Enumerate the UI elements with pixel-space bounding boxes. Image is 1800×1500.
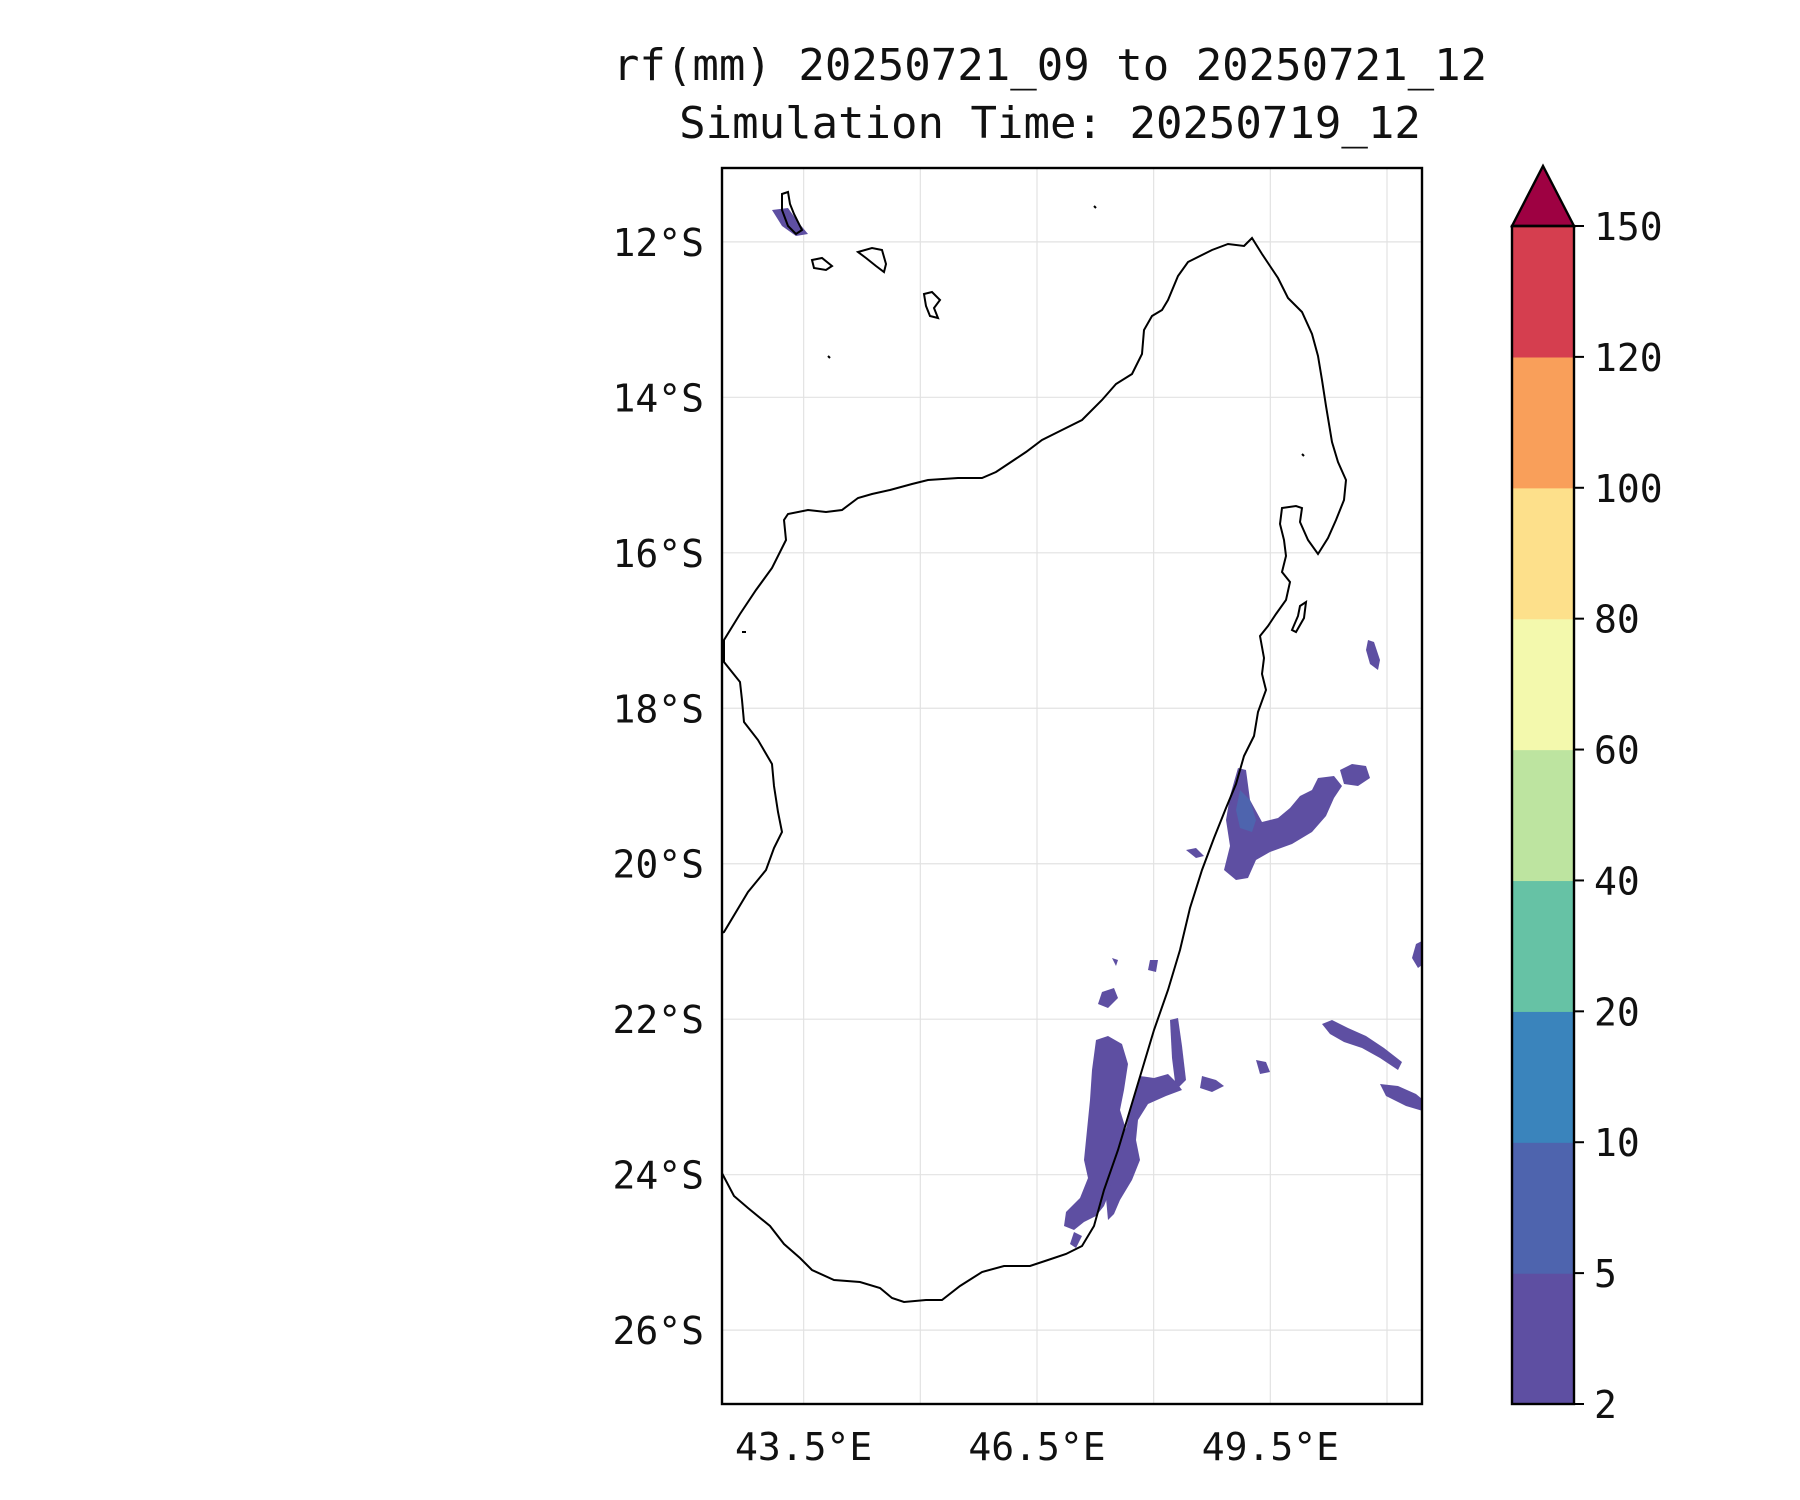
rainfall-area-north	[1366, 640, 1380, 670]
plot-title-line-2: Simulation Time: 20250719_12	[679, 98, 1421, 149]
colorbar-segment	[1512, 1011, 1574, 1143]
coastline-island	[855, 246, 888, 274]
lat-tick-label: 22°S	[612, 998, 704, 1042]
colorbar-tick-label: 120	[1594, 336, 1663, 380]
lat-tick-label: 14°S	[612, 376, 704, 420]
colorbar-tick-label: 100	[1594, 467, 1663, 511]
coastline-island	[810, 256, 834, 272]
rainfall-area-south	[1170, 1018, 1186, 1090]
lon-tick-label: 43.5°E	[735, 1425, 872, 1469]
colorbar-tick-label: 10	[1594, 1121, 1640, 1165]
colorbar-segment	[1512, 880, 1574, 1012]
colorbar-segment	[1512, 226, 1574, 358]
lat-tick-label: 26°S	[612, 1309, 704, 1353]
longitude-axis: 43.5°E 46.5°E 49.5°E	[735, 1425, 1339, 1469]
colorbar-segment	[1512, 1142, 1574, 1274]
colorbar-tick-label: 60	[1594, 729, 1640, 773]
lon-tick-label: 46.5°E	[968, 1425, 1105, 1469]
colorbar-tick-label: 2	[1594, 1383, 1617, 1427]
colorbar-segment	[1512, 1273, 1574, 1405]
coastline-island	[1290, 599, 1308, 634]
lat-tick-label: 12°S	[612, 221, 704, 265]
rainfall-area-southeast-band	[1322, 1020, 1402, 1070]
colorbar-segment	[1512, 356, 1574, 489]
colorbar: 2 5 10 20 40 60 80 100 120 150	[1510, 163, 1663, 1427]
map-gridlines	[722, 168, 1422, 1404]
colorbar-tick-label: 40	[1594, 859, 1640, 903]
colorbar-tick-label: 20	[1594, 990, 1640, 1034]
coastline-island	[922, 290, 942, 320]
rainfall-area-south	[1098, 988, 1118, 1008]
rainfall-area-east-coast	[1224, 768, 1342, 880]
coastline-island	[781, 190, 804, 236]
rainfall-area-east-coast	[1340, 764, 1370, 786]
colorbar-segment	[1512, 487, 1574, 620]
lat-tick-label: 20°S	[612, 843, 704, 887]
rainfall-area-south	[1200, 1076, 1224, 1092]
coastline-islet	[1301, 453, 1305, 457]
coastline-madagascar	[722, 236, 1348, 1304]
coastline	[722, 190, 1348, 1304]
lon-tick-label: 49.5°E	[1202, 1425, 1339, 1469]
colorbar-extend-arrow	[1510, 163, 1576, 228]
latitude-axis: 12°S 14°S 16°S 18°S 20°S 22°S 24°S 26°S	[612, 221, 704, 1353]
rainfall-area-south	[1148, 960, 1158, 972]
colorbar-frame	[1510, 224, 1576, 1406]
lat-tick-label: 16°S	[612, 532, 704, 576]
colorbar-tick-label: 150	[1594, 205, 1663, 249]
rainfall-area-north	[772, 208, 808, 236]
rainfall-area-south	[1256, 1060, 1270, 1074]
rainfall-area-southeast-band	[1380, 1084, 1422, 1111]
rainfall-area-east-edge	[1412, 941, 1422, 968]
colorbar-tick-label: 5	[1594, 1252, 1617, 1296]
lat-tick-label: 24°S	[612, 1154, 704, 1198]
map-frame	[720, 166, 1424, 1406]
rainfall-fields	[772, 208, 1422, 1248]
rainfall-area-south	[1106, 1074, 1182, 1220]
rainfall-area-south	[1112, 958, 1118, 966]
lat-tick-label: 18°S	[612, 687, 704, 731]
rainfall-area-south	[1070, 1232, 1082, 1248]
coastline-islet	[827, 355, 831, 359]
coastline-islet	[1093, 205, 1097, 209]
rainfall-area-east-coast	[1236, 790, 1256, 832]
colorbar-tick-label: 80	[1594, 598, 1640, 642]
plot-title-line-1: rf(mm) 20250721_09 to 20250721_12	[612, 40, 1488, 91]
colorbar-segment	[1512, 618, 1574, 751]
colorbar-segment	[1512, 749, 1574, 882]
rainfall-area-east-coast	[1186, 848, 1204, 858]
